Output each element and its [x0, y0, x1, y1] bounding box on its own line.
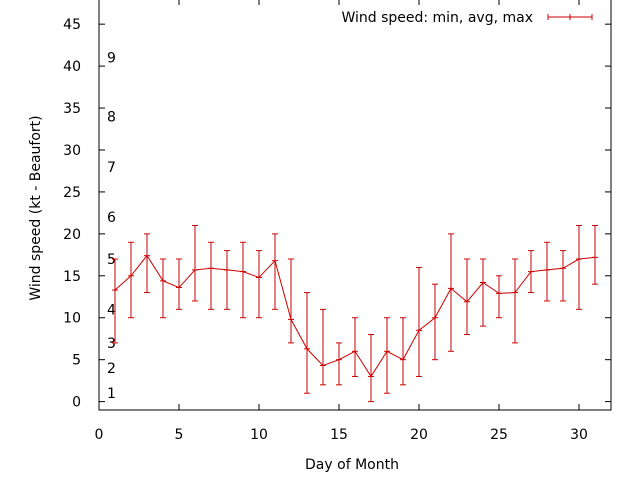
- data-point: [256, 274, 262, 281]
- data-point: [576, 256, 582, 263]
- y-tick-label: 30: [63, 143, 81, 159]
- data-point: [432, 314, 438, 321]
- data-point: [496, 290, 502, 297]
- series-layer: [112, 224, 598, 403]
- beaufort-label: 8: [107, 109, 116, 125]
- data-point: [112, 287, 118, 294]
- data-point: [400, 356, 406, 363]
- x-tick-label: 0: [95, 427, 104, 443]
- data-point: [272, 257, 278, 264]
- data-point: [128, 272, 134, 279]
- legend: Wind speed: min, avg, max: [341, 10, 593, 26]
- beaufort-label: 5: [107, 252, 116, 268]
- y-tick-label: 35: [63, 101, 81, 117]
- beaufort-label: 9: [107, 51, 116, 67]
- data-point: [144, 252, 150, 259]
- data-point: [304, 345, 310, 352]
- data-point: [480, 279, 486, 286]
- data-point: [192, 266, 198, 273]
- data-point: [320, 362, 326, 369]
- data-point: [224, 266, 230, 273]
- beaufort-label: 7: [107, 160, 116, 176]
- y-tick-label: 0: [72, 395, 81, 411]
- data-point: [176, 284, 182, 291]
- data-point: [240, 268, 246, 275]
- legend-label: Wind speed: min, avg, max: [341, 10, 533, 26]
- y-axis-label: Wind speed (kt - Beaufort): [28, 115, 44, 300]
- x-tick-label: 25: [490, 427, 508, 443]
- x-tick-label: 5: [175, 427, 184, 443]
- beaufort-label: 1: [107, 386, 116, 402]
- data-point: [384, 348, 390, 355]
- data-point: [208, 265, 214, 272]
- data-point: [288, 316, 294, 323]
- data-point: [528, 268, 534, 275]
- y-tick-label: 40: [63, 59, 81, 75]
- x-tick-label: 30: [570, 427, 588, 443]
- y-tick-label: 15: [63, 269, 81, 285]
- x-tick-label: 10: [250, 427, 268, 443]
- data-point: [352, 348, 358, 355]
- data-point: [512, 289, 518, 296]
- data-point: [592, 254, 598, 261]
- beaufort-label: 3: [107, 336, 116, 352]
- y-tick-label: 10: [63, 311, 81, 327]
- beaufort-labels: 1 2 3 4 5 6 7 8 9: [107, 51, 116, 403]
- y-tick-label: 5: [72, 353, 81, 369]
- plot-frame: [98, 0, 612, 411]
- data-point: [560, 265, 566, 272]
- y-tick-label: 45: [63, 17, 81, 33]
- beaufort-label: 4: [107, 302, 116, 318]
- data-point: [448, 285, 454, 292]
- x-tick-label: 15: [330, 427, 348, 443]
- y-tick-label: 20: [63, 227, 81, 243]
- x-axis-label: Day of Month: [305, 457, 399, 473]
- beaufort-label: 2: [107, 361, 116, 377]
- data-point: [416, 327, 422, 334]
- data-point: [544, 266, 550, 273]
- data-point: [160, 277, 166, 284]
- data-point: [368, 373, 374, 380]
- data-point: [464, 298, 470, 305]
- data-point: [336, 356, 342, 363]
- y-tick-label: 25: [63, 185, 81, 201]
- x-tick-label: 20: [410, 427, 428, 443]
- beaufort-label: 6: [107, 210, 116, 226]
